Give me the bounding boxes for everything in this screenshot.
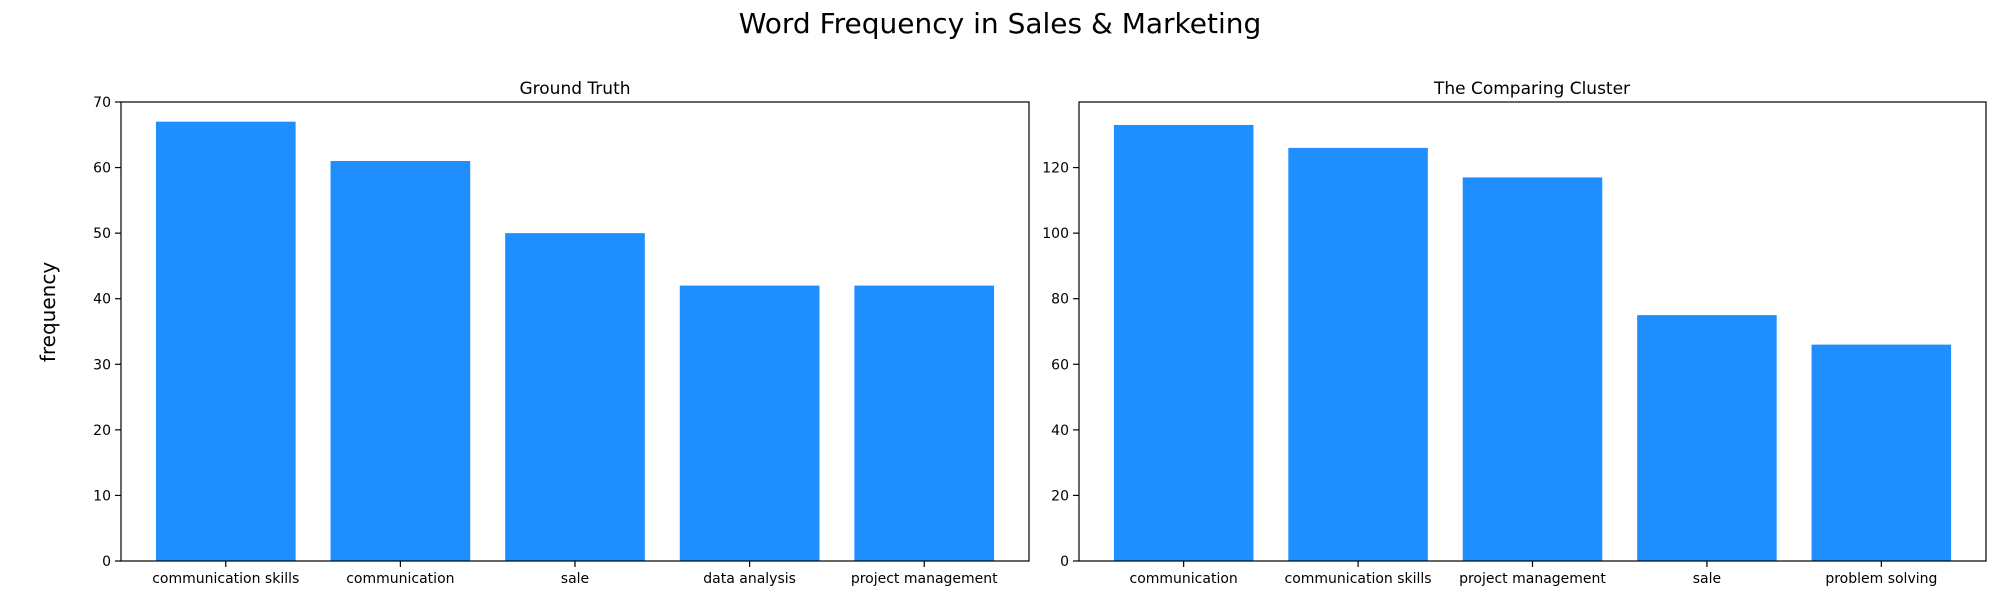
x-tick-label: communication	[346, 571, 454, 587]
y-tick-label: 80	[1051, 292, 1069, 308]
bar	[505, 233, 645, 561]
bar	[854, 285, 995, 561]
x-ticks: communication skills communication sale dat…	[152, 561, 998, 587]
y-ticks: 0 20 40 60 80 100 120	[1042, 161, 1079, 570]
x-tick-label: project management	[851, 571, 998, 587]
y-tick-label: 40	[93, 292, 111, 308]
axes-frame	[1078, 101, 1987, 562]
x-tick-label: communication	[1130, 571, 1238, 587]
panel-ground-truth: Ground Truth 0 10 20 30 40 50 60 70 communicati…	[93, 79, 1030, 587]
y-tick-label: 20	[93, 423, 111, 439]
x-tick-label: communication skills	[152, 571, 299, 587]
y-tick-label: 120	[1042, 161, 1069, 177]
figure-title: Word Frequency in Sales & Marketing	[739, 7, 1262, 40]
x-tick-label: communication skills	[1285, 571, 1432, 587]
x-tick-label: sale	[1693, 571, 1721, 587]
bar	[679, 285, 820, 561]
bar	[155, 121, 296, 562]
panel-title: The Comparing Cluster	[1433, 79, 1630, 99]
y-tick-label: 60	[1051, 357, 1069, 373]
y-tick-label: 20	[1051, 488, 1069, 504]
bar	[1462, 177, 1603, 561]
x-tick-label: problem solving	[1825, 571, 1937, 587]
y-tick-label: 40	[1051, 423, 1069, 439]
x-tick-label: project management	[1459, 571, 1606, 587]
bar	[1811, 344, 1952, 561]
y-tick-label: 50	[93, 226, 111, 242]
bars-group	[155, 121, 995, 562]
x-tick-label: sale	[561, 571, 589, 587]
bar	[1113, 124, 1254, 561]
bar	[1637, 315, 1777, 561]
y-tick-label: 10	[93, 488, 111, 504]
bar	[1288, 147, 1428, 561]
y-ticks: 0 10 20 30 40 50 60 70	[93, 95, 121, 570]
panel-title: Ground Truth	[519, 79, 630, 99]
x-ticks: communication communication skills project…	[1130, 561, 1937, 587]
axes-frame	[120, 101, 1030, 562]
y-tick-label: 60	[93, 161, 111, 177]
x-tick-label: data analysis	[703, 571, 796, 587]
y-tick-label: 70	[93, 95, 111, 111]
panel-comparing-cluster: The Comparing Cluster 0 20 40 60 80 100 120 co…	[1042, 79, 1987, 587]
y-tick-label: 0	[1060, 554, 1069, 570]
y-axis-label: frequency	[36, 262, 60, 362]
y-tick-label: 30	[93, 357, 111, 373]
y-tick-label: 0	[102, 554, 111, 570]
y-tick-label: 100	[1042, 226, 1069, 242]
bars-group	[1113, 124, 1952, 561]
bar	[330, 161, 471, 561]
